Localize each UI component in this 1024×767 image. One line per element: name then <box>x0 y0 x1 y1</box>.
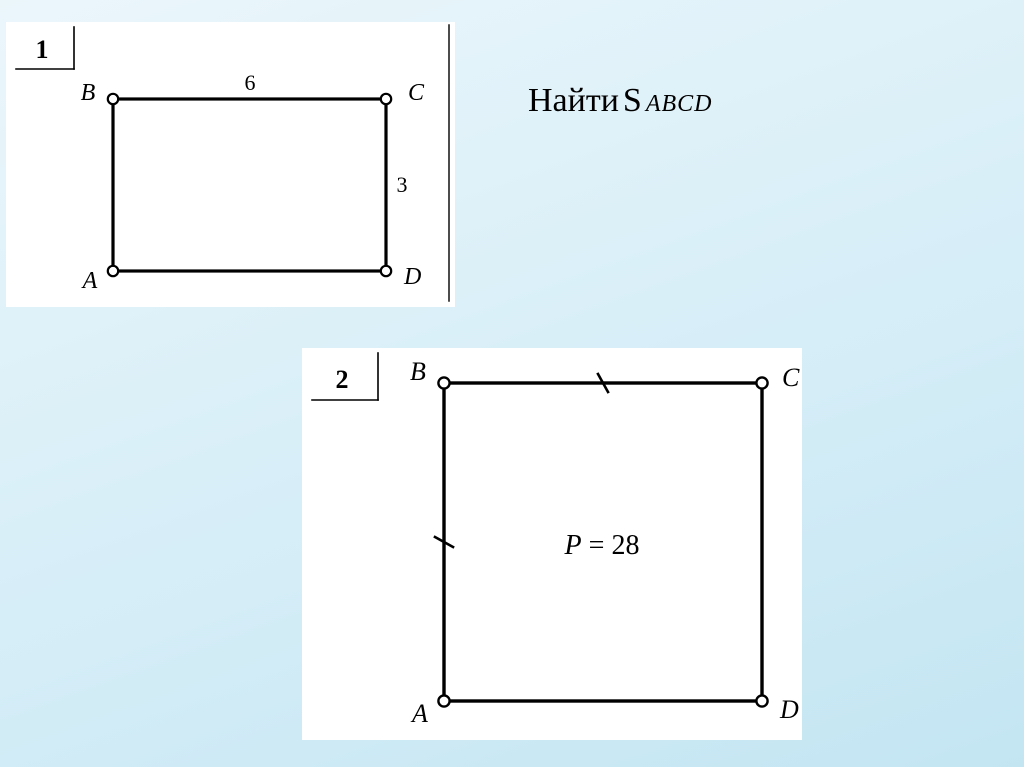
vertex-label-d: D <box>779 695 799 724</box>
figure-1-panel: 1 B C D A 6 3 <box>6 22 455 307</box>
vertex-d <box>381 266 391 276</box>
figure-1-svg: 1 B C D A 6 3 <box>6 22 455 307</box>
vertex-a <box>438 695 449 706</box>
vertex-a <box>108 266 118 276</box>
prompt-subscript: ABCD <box>646 91 713 117</box>
inner-equation: P = 28 <box>564 530 640 561</box>
vertex-c <box>756 377 767 388</box>
vertex-b <box>108 94 118 104</box>
figure-2-panel: 2 B C D A P = 28 <box>302 348 802 740</box>
quad-rect <box>113 99 386 271</box>
vertex-label-a: A <box>410 699 428 728</box>
figure-2-svg: 2 B C D A P = 28 <box>302 348 802 740</box>
prompt-text: Найти S ABCD <box>528 82 713 120</box>
figure-number: 2 <box>336 365 349 394</box>
vertex-label-d: D <box>403 264 421 290</box>
vertex-label-b: B <box>81 80 96 106</box>
vertex-b <box>438 377 449 388</box>
vertex-d <box>756 695 767 706</box>
measure-label: 3 <box>397 172 408 197</box>
vertex-label-c: C <box>782 363 800 392</box>
prompt-symbol: S <box>623 82 642 119</box>
measure-label: 6 <box>245 70 256 95</box>
vertex-label-c: C <box>408 80 425 106</box>
vertex-label-b: B <box>410 357 426 386</box>
prompt-word: Найти <box>528 82 619 119</box>
vertex-c <box>381 94 391 104</box>
vertex-label-a: A <box>81 268 98 294</box>
figure-number: 1 <box>36 35 49 64</box>
